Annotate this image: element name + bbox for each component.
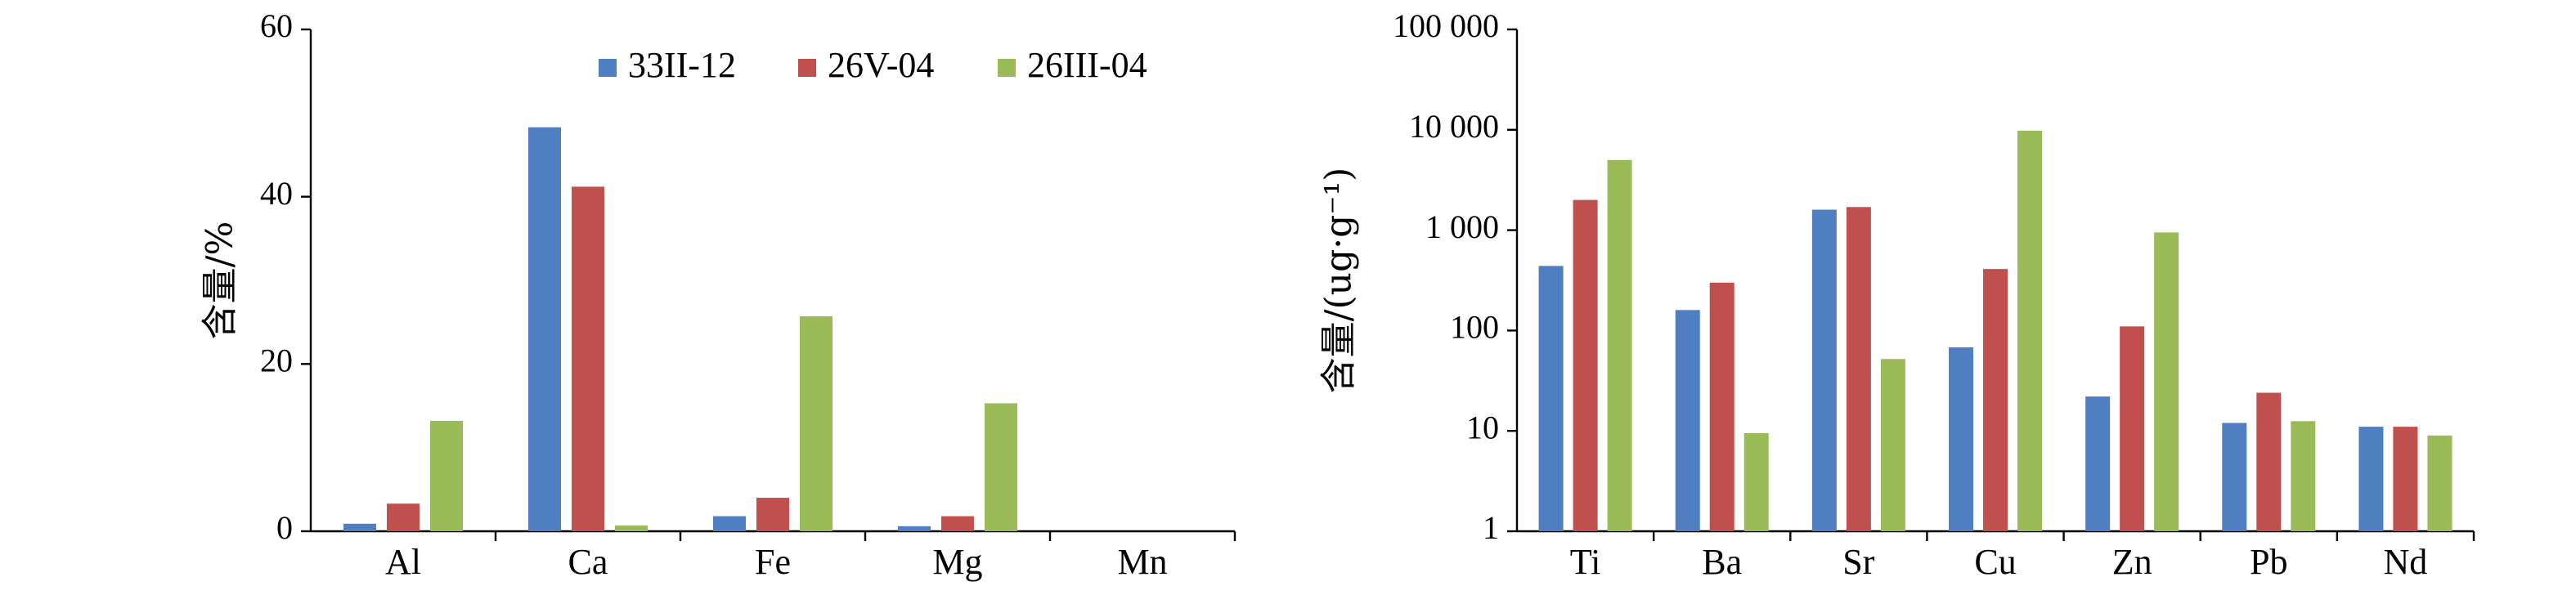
left-bars	[343, 127, 1017, 532]
right-category-label: Ti	[1570, 542, 1601, 582]
legend-label: 26V-04	[828, 45, 934, 85]
right-category-label: Zn	[2112, 542, 2152, 582]
left-y-tick-label: 40	[260, 175, 293, 212]
right-bar	[2358, 427, 2384, 531]
right-bar	[1744, 432, 1769, 531]
left-category-label: Mg	[932, 542, 982, 582]
left-bar	[941, 516, 974, 531]
right-y-axis-label: 含量/(ug·g⁻¹)	[1318, 168, 1360, 394]
left-bar	[528, 127, 561, 532]
right-bar	[2291, 421, 2316, 531]
left-bar	[572, 186, 604, 532]
right-y-ticks: 1 10 100 1 000 10 000 100 000	[1393, 7, 1517, 546]
right-bar	[2017, 130, 2042, 531]
right-bar	[2256, 392, 2282, 531]
right-y-tick-label: 100	[1450, 309, 1499, 346]
right-category-label: Sr	[1842, 542, 1874, 582]
right-y-tick-label: 1 000	[1425, 208, 1499, 245]
right-category-label: Nd	[2384, 542, 2428, 582]
right-bar	[1573, 199, 1598, 531]
right-bar	[2222, 423, 2247, 531]
left-bar	[343, 523, 376, 531]
left-category-label: Mn	[1117, 542, 1167, 582]
right-bar	[2154, 232, 2179, 531]
legend-label: 26III-04	[1027, 45, 1147, 85]
right-y-tick-label: 100 000	[1393, 7, 1499, 44]
right-bar	[1709, 282, 1735, 531]
left-category-label: Al	[385, 542, 421, 582]
right-bar	[1607, 159, 1632, 531]
right-bar	[2427, 435, 2453, 531]
left-bar	[985, 403, 1017, 531]
left-bar	[713, 516, 746, 531]
right-bar	[1949, 347, 1973, 531]
legend-swatch	[599, 59, 617, 77]
left-y-tick-label: 60	[260, 7, 293, 44]
right-category-labels: Ti Ba Sr Cu Zn Pb Nd	[1570, 531, 2475, 582]
right-bar	[1675, 310, 1700, 531]
right-bar	[1880, 359, 1905, 531]
left-bar	[756, 498, 789, 531]
left-chart: 0 20 40 60 Al Ca Fe Mg Mn 含量/% 33II-12 26V-04 26I…	[200, 7, 1236, 582]
right-y-tick-label: 10	[1466, 409, 1499, 445]
right-category-label: Ba	[1702, 542, 1742, 582]
left-y-tick-label: 20	[260, 342, 293, 379]
left-category-labels: Al Ca Fe Mg Mn	[385, 531, 1236, 582]
right-category-label: Cu	[1974, 542, 2016, 582]
right-category-label: Pb	[2250, 542, 2287, 582]
left-category-label: Fe	[755, 542, 791, 582]
left-bar	[800, 316, 832, 531]
left-bar	[387, 503, 420, 531]
left-bar	[430, 420, 463, 531]
right-bar	[1538, 266, 1564, 531]
right-y-tick-label: 10 000	[1409, 108, 1499, 145]
right-bar	[1811, 209, 1837, 531]
right-bars	[1538, 130, 2453, 531]
legend: 33II-12 26V-04 26III-04	[599, 45, 1147, 85]
right-bar	[1983, 269, 2008, 531]
legend-swatch	[798, 59, 816, 77]
left-category-label: Ca	[568, 542, 608, 582]
left-y-axis-label: 含量/%	[200, 221, 241, 340]
right-bar	[2120, 326, 2145, 531]
right-y-tick-label: 1	[1483, 509, 1499, 546]
right-bar	[1846, 207, 1871, 531]
left-bar	[615, 525, 648, 531]
right-bar	[2085, 396, 2111, 531]
right-bar	[2393, 427, 2418, 531]
left-y-ticks: 0 20 40 60	[260, 7, 311, 546]
left-y-tick-label: 0	[276, 509, 293, 546]
legend-label: 33II-12	[628, 45, 736, 85]
legend-swatch	[998, 59, 1016, 77]
left-bar	[898, 526, 931, 531]
